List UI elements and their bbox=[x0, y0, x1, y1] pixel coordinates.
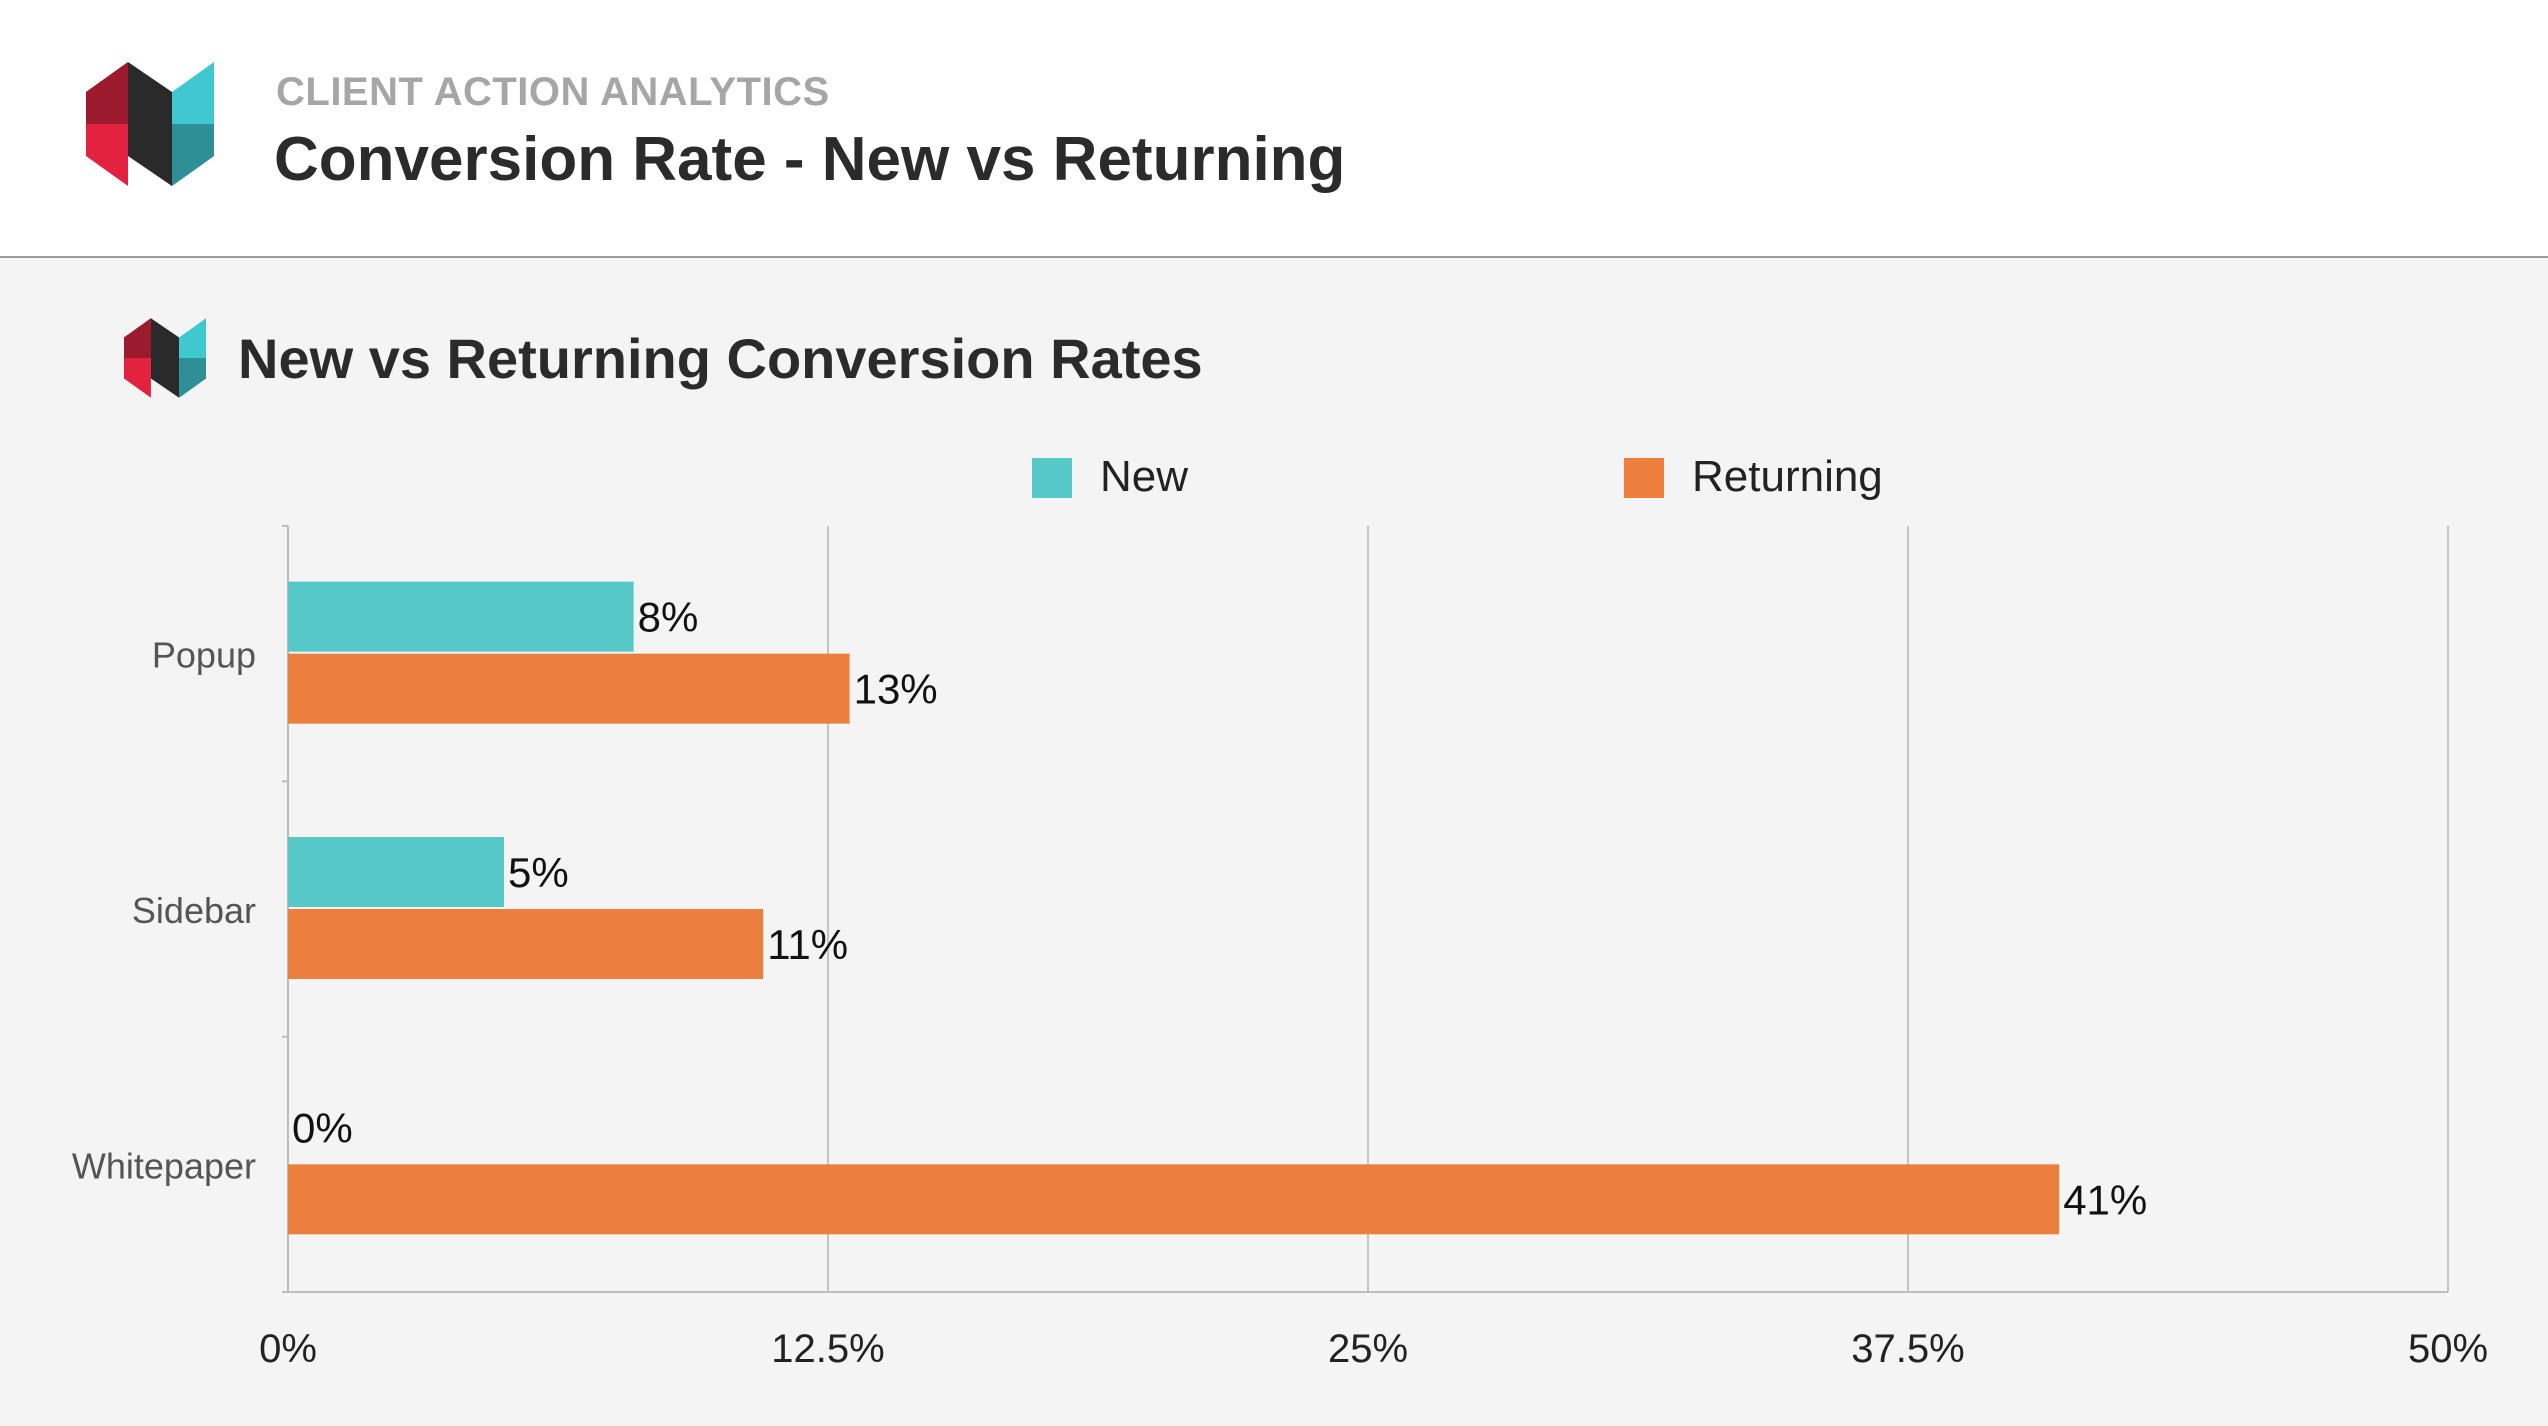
category-label: Popup bbox=[152, 635, 256, 676]
bar-returning-whitepaper bbox=[288, 1164, 2060, 1235]
category-label: Whitepaper bbox=[72, 1145, 256, 1186]
legend-swatch-new bbox=[1032, 458, 1072, 498]
bar-new-popup bbox=[288, 581, 634, 652]
data-label: 0% bbox=[292, 1104, 353, 1151]
legend-label-new: New bbox=[1100, 452, 1189, 501]
bar-new-sidebar bbox=[288, 837, 504, 907]
x-tick-label: 12.5% bbox=[771, 1327, 884, 1371]
legend-swatch-returning bbox=[1624, 458, 1664, 498]
bar-returning-popup bbox=[288, 653, 850, 724]
brand-logo-small-icon bbox=[124, 318, 206, 398]
report-eyebrow: CLIENT ACTION ANALYTICS bbox=[276, 70, 830, 114]
data-label: 41% bbox=[2063, 1176, 2147, 1223]
x-tick-label: 25% bbox=[1328, 1327, 1408, 1371]
data-label: 11% bbox=[767, 921, 848, 968]
report-header: CLIENT ACTION ANALYTICS Conversion Rate … bbox=[0, 0, 2548, 258]
brand-logo-icon bbox=[86, 62, 214, 186]
page-title: Conversion Rate - New vs Returning bbox=[274, 125, 1346, 194]
category-label: Sidebar bbox=[132, 890, 256, 931]
x-tick-label: 50% bbox=[2408, 1327, 2488, 1371]
chart-title: New vs Returning Conversion Rates bbox=[238, 327, 1203, 390]
x-tick-label: 37.5% bbox=[1851, 1327, 1964, 1371]
data-label: 8% bbox=[638, 594, 699, 641]
data-label: 5% bbox=[508, 849, 569, 896]
data-label: 13% bbox=[854, 666, 938, 713]
legend-label-returning: Returning bbox=[1692, 452, 1883, 501]
bar-returning-sidebar bbox=[288, 909, 764, 979]
x-tick-label: 0% bbox=[259, 1327, 317, 1371]
